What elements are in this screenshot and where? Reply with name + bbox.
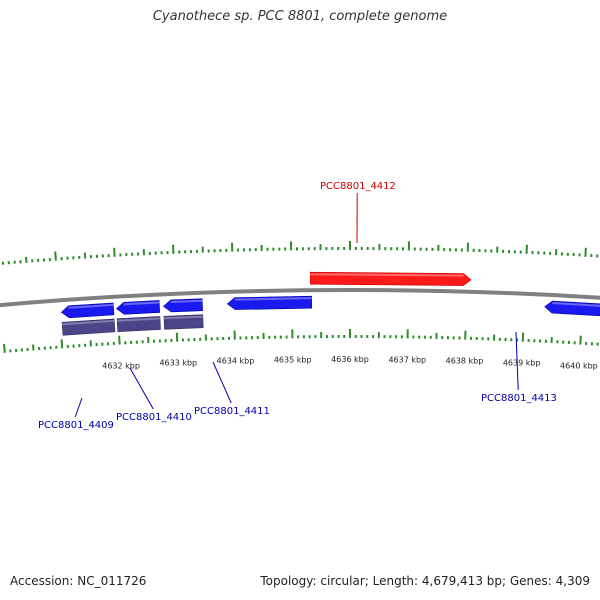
scale-tick bbox=[113, 247, 116, 257]
label-leader bbox=[212, 361, 232, 404]
gene-label-pcc8801_4410[interactable]: PCC8801_4410 bbox=[116, 412, 192, 423]
scale-label: 4636 kbp bbox=[331, 355, 369, 364]
gene-label-pcc8801_4413[interactable]: PCC8801_4413 bbox=[481, 393, 557, 404]
gene-highlight bbox=[310, 273, 464, 277]
label-leader bbox=[74, 397, 83, 418]
gene-highlight bbox=[170, 299, 203, 303]
scale-tick bbox=[584, 247, 587, 257]
scale-tick bbox=[118, 335, 121, 345]
scale-label: 4633 kbp bbox=[159, 359, 197, 368]
gene-label-pcc8801_4409[interactable]: PCC8801_4409 bbox=[38, 420, 114, 431]
scale-label: 4639 kbp bbox=[503, 359, 541, 368]
cds-block bbox=[116, 316, 161, 333]
gene-arrow-pcc8801_4411b[interactable] bbox=[226, 295, 312, 310]
gene-label-pcc8801_4412[interactable]: PCC8801_4412 bbox=[320, 181, 396, 192]
label-leader bbox=[515, 331, 519, 391]
cds-highlight bbox=[62, 319, 115, 326]
gene-highlight bbox=[68, 303, 114, 309]
label-leader bbox=[129, 367, 154, 410]
genome-backbone bbox=[0, 288, 600, 308]
cds-highlight bbox=[117, 317, 161, 322]
genome-title: Cyanothece sp. PCC 8801, complete genome bbox=[152, 9, 448, 24]
scale-tick bbox=[2, 343, 6, 353]
scale-labels: 4632 kbp 4633 kbp 4634 kbp 4635 kbp 4636 kbp… bbox=[102, 355, 598, 371]
scale-tick bbox=[54, 251, 57, 261]
gene-label-pcc8801_4411[interactable]: PCC8801_4411 bbox=[194, 406, 270, 417]
scale-label: 4632 kbp bbox=[102, 362, 140, 371]
scale-tick bbox=[60, 339, 64, 349]
gene-arrow-pcc8801_4411[interactable] bbox=[162, 298, 203, 313]
scale-label: 4635 kbp bbox=[274, 355, 312, 364]
accession-label: Accession: NC_011726 bbox=[10, 574, 147, 588]
gene-arrow-pcc8801_4412[interactable] bbox=[309, 271, 472, 286]
cds-track bbox=[61, 314, 204, 336]
gene-highlight bbox=[552, 302, 600, 307]
cds-block bbox=[61, 318, 116, 336]
outer-tick-track bbox=[1, 241, 599, 265]
gene-highlight bbox=[123, 301, 160, 306]
scale-tick bbox=[579, 335, 582, 345]
genome-summary: Topology: circular; Length: 4,679,413 bp… bbox=[260, 574, 590, 588]
gene-arrow-pcc8801_4409[interactable] bbox=[60, 302, 115, 319]
gene-highlight bbox=[234, 297, 312, 301]
inner-tick-track bbox=[0, 329, 599, 354]
scale-label: 4638 kbp bbox=[446, 357, 484, 366]
gene-arrow-pcc8801_4413[interactable] bbox=[544, 300, 600, 317]
cds-highlight bbox=[163, 315, 203, 320]
scale-label: 4640 kbp bbox=[560, 362, 598, 371]
gene-arrow-pcc8801_4410[interactable] bbox=[115, 300, 161, 315]
cds-block bbox=[163, 314, 204, 330]
gene-track bbox=[60, 271, 600, 319]
scale-label: 4634 kbp bbox=[217, 357, 255, 366]
scale-label: 4637 kbp bbox=[388, 355, 426, 364]
